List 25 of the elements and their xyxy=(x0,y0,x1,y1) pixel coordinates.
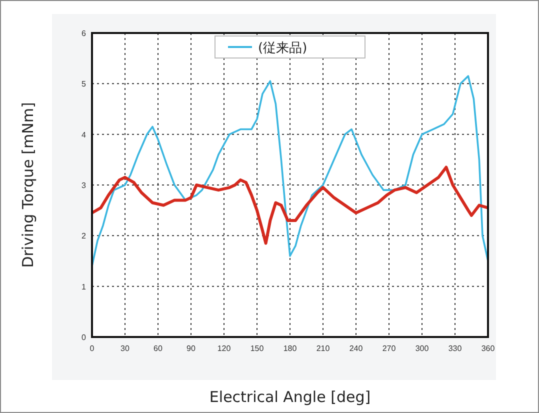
y-tick-label: 6 xyxy=(82,29,87,38)
line-series xyxy=(91,75,489,267)
y-tick-label: 3 xyxy=(82,181,87,190)
x-tick-label: 180 xyxy=(283,344,298,353)
x-tick-label: 330 xyxy=(448,344,462,353)
x-tick-label: 240 xyxy=(349,344,364,353)
x-tick-label: 300 xyxy=(415,344,430,353)
x-tick-label: 270 xyxy=(382,344,396,353)
x-tick-label: 90 xyxy=(186,344,196,353)
legend-label: (従来品) xyxy=(258,41,308,56)
y-tick-label: 4 xyxy=(82,130,87,140)
x-tick-label: 150 xyxy=(250,344,264,353)
line-series xyxy=(90,166,490,245)
x-axis-title: Electrical Angle [deg] xyxy=(209,388,371,406)
x-tick-label: 120 xyxy=(217,344,232,353)
x-tick-label: 360 xyxy=(481,344,496,353)
y-tick-label: 2 xyxy=(82,232,87,241)
x-tick-label: 0 xyxy=(90,344,95,353)
x-tick-label: 210 xyxy=(316,344,330,353)
y-tick-label: 0 xyxy=(82,333,87,342)
x-tick-label: 30 xyxy=(120,344,130,353)
y-tick-label: 5 xyxy=(82,80,87,89)
y-axis-title: Driving Torque [mNm] xyxy=(19,102,37,268)
y-tick-label: 1 xyxy=(82,282,87,292)
x-tick-label: 60 xyxy=(154,344,163,353)
